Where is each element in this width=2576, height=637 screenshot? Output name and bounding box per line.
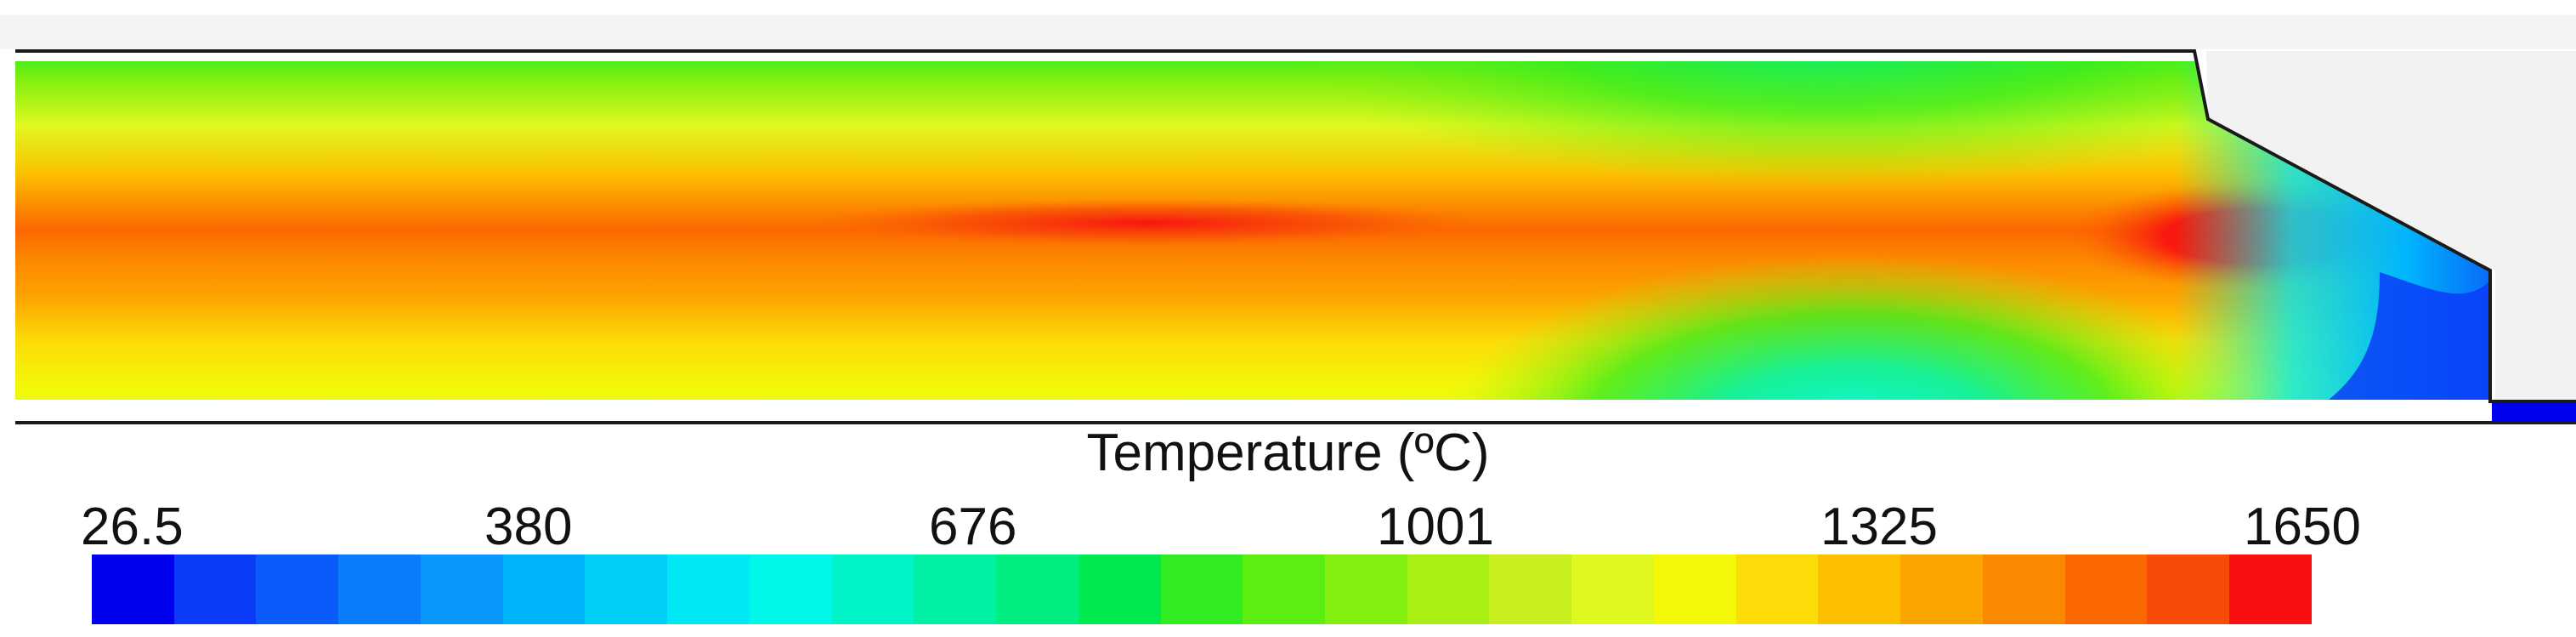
colorbar-swatch xyxy=(667,555,750,624)
colorbar-swatch xyxy=(831,555,914,624)
tick-label-4: 1325 xyxy=(1820,498,1938,556)
colorbar-swatch xyxy=(2147,555,2230,624)
colorbar-swatch xyxy=(1900,555,1983,624)
colorbar-swatch xyxy=(338,555,421,624)
colorbar-swatch xyxy=(1982,555,2065,624)
tick-label-3: 1001 xyxy=(1377,498,1494,556)
colorbar-swatch xyxy=(1325,555,1407,624)
colorbar-swatch xyxy=(1407,555,1490,624)
legend-title: Temperature (ºC) xyxy=(1086,424,1490,482)
cold-region xyxy=(2329,272,2490,400)
colorbar-swatch xyxy=(914,555,997,624)
tick-label-2: 676 xyxy=(929,498,1017,556)
tick-label-1: 380 xyxy=(484,498,573,556)
colorbar-swatch xyxy=(2064,555,2148,624)
geometry-outline xyxy=(15,49,2576,403)
colorbar-swatch xyxy=(92,555,174,624)
colorbar-swatch xyxy=(1571,555,1654,624)
colorbar-swatch xyxy=(420,555,503,624)
colorbar-swatch xyxy=(996,555,1079,624)
tick-label-5: 1650 xyxy=(2244,498,2361,556)
colorbar-swatch xyxy=(173,555,257,624)
background-strip xyxy=(0,15,2576,49)
colorbar-swatch xyxy=(1078,555,1161,624)
colorbar-swatch xyxy=(1818,555,1901,624)
colorbar-swatch xyxy=(1489,555,1572,624)
outlet-strip xyxy=(2492,400,2576,422)
colorbar-swatch xyxy=(2229,555,2312,624)
temperature-contour-plot xyxy=(0,15,2576,424)
temperature-field xyxy=(15,61,2490,400)
colorbar-swatch xyxy=(1160,555,1243,624)
colorbar-swatch xyxy=(1735,555,1819,624)
colorbar xyxy=(92,555,2312,624)
background-region xyxy=(2206,51,2576,400)
colorbar-swatch xyxy=(256,555,339,624)
colorbar-swatch xyxy=(585,555,668,624)
colorbar-swatch xyxy=(502,555,586,624)
colorbar-swatch xyxy=(1653,555,1736,624)
colorbar-swatch xyxy=(749,555,832,624)
colorbar-swatch xyxy=(1243,555,1326,624)
tick-label-0: 26.5 xyxy=(81,498,184,556)
